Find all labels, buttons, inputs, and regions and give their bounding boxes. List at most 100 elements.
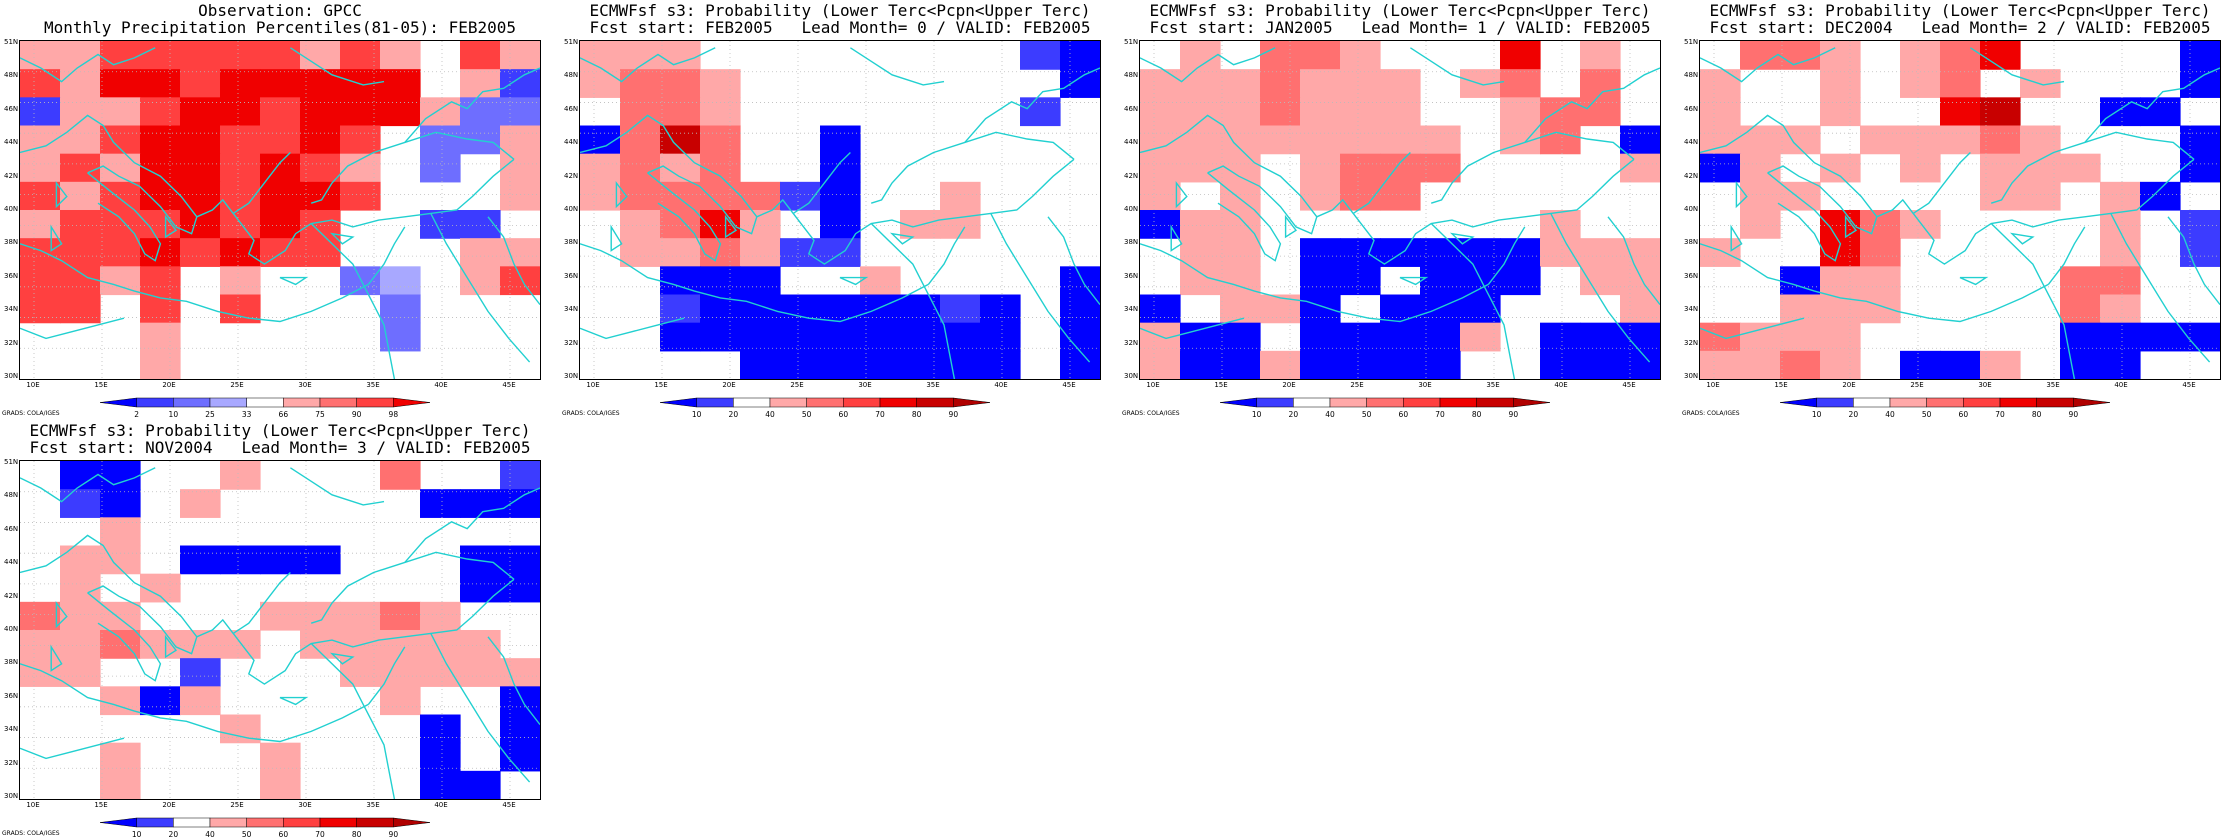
coastline: [889, 232, 915, 245]
grid-cell: [140, 69, 181, 98]
colorbar-label: 40: [1325, 410, 1335, 419]
grid-cell: [1540, 238, 1581, 267]
grid-cell: [1500, 97, 1541, 127]
colorbar-label: 70: [875, 410, 885, 419]
grid-cell: [1220, 322, 1261, 352]
grid-cell: [1580, 350, 1621, 379]
grid-cell: [300, 69, 341, 98]
grid-cell: [1300, 266, 1341, 296]
coastline: [1175, 180, 1188, 209]
colorbar-label: 33: [241, 410, 252, 419]
grid-cell: [1140, 294, 1181, 324]
grid-cell: [740, 266, 781, 296]
map-panel-2: ECMWFsf s3: Probability (Lower Terc<Pcpn…: [1120, 0, 1680, 420]
grid-cell: [1140, 153, 1181, 183]
grid-cell: [180, 238, 221, 267]
lon-tick-label: 40E: [2114, 381, 2128, 389]
colorbar-segment: [953, 397, 991, 408]
colorbar-label: 2: [134, 410, 140, 419]
grid-cell: [1420, 350, 1461, 379]
colorbar-label: 50: [1921, 410, 1932, 419]
colorbar-segment: [356, 397, 394, 408]
coastline: [1316, 158, 1635, 265]
colorbar-segment: [806, 397, 844, 408]
grid-cell: [1580, 41, 1621, 70]
grid-cell: [580, 181, 621, 211]
colorbar-segment: [2036, 397, 2074, 408]
colorbar-label: 20: [1288, 410, 1299, 419]
grid-cell: [1580, 266, 1621, 296]
grid-cell: [820, 350, 861, 379]
grid-cell: [1780, 181, 1821, 211]
coastline: [792, 152, 851, 214]
coastline: [580, 47, 716, 83]
grid-cell: [220, 153, 261, 183]
grid-cell: [460, 266, 501, 296]
lat-tick-label: 32N: [4, 338, 19, 347]
lat-tick-label: 30N: [4, 792, 19, 800]
grid-cell: [1060, 294, 1100, 324]
lon-tick-label: 10E: [1146, 381, 1160, 389]
coastline: [1140, 47, 1276, 83]
grid-cell: [620, 125, 661, 155]
grid-cell: [1340, 350, 1381, 379]
coastline: [1410, 47, 1505, 86]
colorbar-label: 40: [205, 830, 215, 839]
grid-cell: [2060, 350, 2101, 379]
grid-cell: [300, 601, 341, 631]
grid-cell: [460, 573, 501, 603]
grid-cell: [500, 238, 540, 267]
lon-tick-label: 20E: [162, 381, 176, 389]
grid-cell: [1180, 41, 1221, 70]
panel-subtitle: Fcst start: DEC2004 Lead Month= 2 / VALI…: [1709, 18, 2211, 37]
coastline: [1876, 158, 2195, 265]
panel-title: ECMWFsf s3: Probability (Lower Terc<Pcpn…: [1149, 1, 1651, 20]
grid-cell: [2180, 238, 2220, 267]
coastline: [756, 158, 1075, 265]
coastline: [1352, 152, 1411, 214]
grid-cell: [1180, 322, 1221, 352]
colorbar-label: 20: [168, 830, 179, 839]
coastline: [404, 487, 540, 563]
grads-credit: GRADS: COLA/IGES: [1122, 410, 1180, 417]
grid-cell: [140, 41, 181, 70]
grid-cell: [1700, 238, 1741, 267]
colorbar-segment: [1219, 397, 1257, 408]
grid-cell: [300, 125, 341, 155]
lat-tick-label: 51N: [1684, 38, 1699, 46]
coastline: [610, 224, 623, 252]
coastline: [20, 317, 125, 340]
grid-cell: [340, 125, 381, 155]
grid-cell: [1380, 69, 1421, 98]
lat-tick-label: 51N: [1124, 38, 1139, 46]
lat-tick-label: 46N: [4, 524, 19, 533]
coastline: [1959, 276, 1989, 286]
lat-tick-label: 30N: [564, 372, 579, 380]
grid-cell: [1700, 97, 1741, 127]
coastline: [279, 696, 309, 706]
map-canvas: [1700, 41, 2220, 379]
grid-cell: [1340, 97, 1381, 127]
grid-cell: [1700, 69, 1741, 98]
grid-cell: [420, 125, 461, 155]
grid-cell: [60, 630, 101, 659]
precipitation-map: [19, 460, 541, 800]
lon-tick-label: 35E: [2046, 381, 2060, 389]
grid-cell: [780, 238, 821, 267]
grid-cell: [60, 489, 101, 518]
grid-cell: [1300, 350, 1341, 379]
grid-cell: [1700, 350, 1741, 379]
coastline: [724, 214, 738, 239]
grid-cell: [100, 238, 141, 267]
grid-cell: [1620, 238, 1660, 267]
lon-tick-label: 45E: [502, 381, 516, 389]
grid-cell: [300, 181, 341, 211]
lon-tick-label: 15E: [654, 381, 668, 389]
grid-cell: [220, 69, 261, 98]
colorbar-segment: [916, 397, 954, 408]
grid-cell: [1220, 181, 1261, 211]
map-panel-0: Observation: GPCC Monthly Precipitation P…: [0, 0, 560, 420]
colorbar-segment: [99, 817, 137, 828]
grid-cell: [460, 238, 501, 267]
grid-cell: [1620, 350, 1660, 379]
